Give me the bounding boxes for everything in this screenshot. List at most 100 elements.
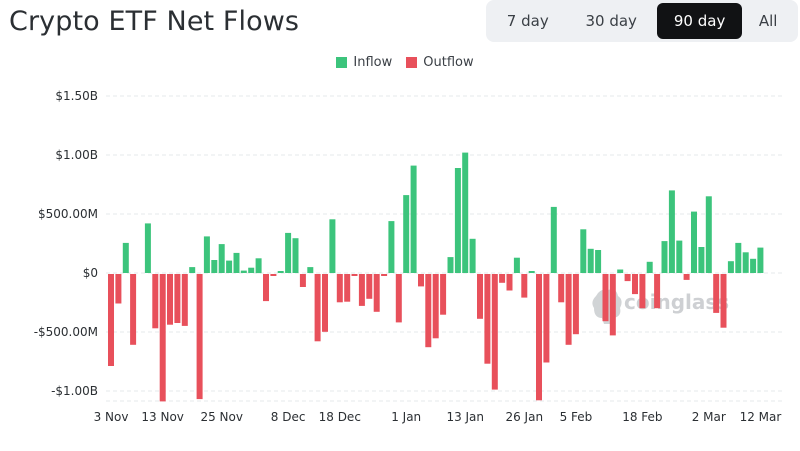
x-tick-label: 5 Feb [560, 410, 593, 424]
inflow-bar[interactable] [248, 267, 255, 273]
outflow-bar[interactable] [432, 274, 439, 339]
outflow-bar[interactable] [543, 274, 550, 363]
outflow-bar[interactable] [565, 274, 572, 345]
x-tick-label: 12 Mar [740, 410, 782, 424]
inflow-bar[interactable] [617, 269, 624, 274]
inflow-bar[interactable] [454, 168, 461, 273]
outflow-bar[interactable] [159, 274, 166, 402]
inflow-bar[interactable] [661, 241, 668, 273]
inflow-bar[interactable] [742, 252, 749, 273]
inflow-bar[interactable] [388, 221, 395, 273]
inflow-bar[interactable] [676, 240, 683, 273]
inflow-bar[interactable] [203, 236, 210, 273]
outflow-bar[interactable] [196, 274, 203, 400]
inflow-bar[interactable] [144, 223, 151, 273]
inflow-bar[interactable] [329, 219, 336, 273]
outflow-bar[interactable] [683, 274, 690, 280]
outflow-bar[interactable] [358, 274, 365, 306]
outflow-bar[interactable] [425, 274, 432, 348]
inflow-bar[interactable] [750, 258, 757, 273]
outflow-bar[interactable] [639, 274, 646, 309]
outflow-bar[interactable] [381, 274, 388, 276]
outflow-bar[interactable] [263, 274, 269, 302]
inflow-bar[interactable] [698, 247, 705, 273]
inflow-bar[interactable] [122, 242, 129, 273]
inflow-bar[interactable] [691, 211, 697, 273]
inflow-bar[interactable] [277, 271, 284, 273]
inflow-bar[interactable] [595, 250, 602, 273]
outflow-bar[interactable] [499, 274, 506, 283]
inflow-bar[interactable] [580, 229, 587, 273]
outflow-bar[interactable] [720, 274, 727, 328]
outflow-bar[interactable] [418, 274, 424, 287]
inflow-bar[interactable] [410, 165, 417, 273]
inflow-bar[interactable] [292, 238, 299, 273]
inflow-bar[interactable] [403, 195, 410, 273]
outflow-bar[interactable] [174, 274, 181, 323]
outflow-bar[interactable] [609, 274, 616, 336]
inflow-bar[interactable] [550, 206, 557, 273]
inflow-bar[interactable] [735, 242, 742, 273]
inflow-bar[interactable] [727, 261, 734, 273]
outflow-bar[interactable] [152, 274, 159, 329]
outflow-bar[interactable] [351, 274, 358, 276]
outflow-bar[interactable] [167, 274, 173, 325]
outflow-bar[interactable] [491, 274, 498, 390]
outflow-bar[interactable] [115, 274, 122, 304]
outflow-bar[interactable] [322, 274, 328, 332]
outflow-bar[interactable] [506, 274, 513, 291]
outflow-bar[interactable] [336, 274, 343, 303]
outflow-bar[interactable] [632, 274, 638, 295]
outflow-bar[interactable] [130, 274, 137, 345]
outflow-bar[interactable] [373, 274, 380, 312]
outflow-bar[interactable] [395, 274, 402, 323]
inflow-bar[interactable] [587, 248, 594, 273]
inflow-bar[interactable] [233, 252, 240, 273]
inflow-bar[interactable] [307, 267, 314, 273]
inflow-bar[interactable] [240, 270, 247, 273]
range-90-day-button[interactable]: 90 day [656, 3, 743, 39]
inflow-swatch-icon [336, 57, 348, 68]
inflow-bar[interactable] [705, 196, 712, 273]
outflow-bar[interactable] [108, 274, 114, 366]
outflow-bar[interactable] [558, 274, 565, 303]
outflow-bar[interactable] [181, 274, 188, 326]
inflow-bar[interactable] [218, 244, 225, 273]
inflow-bar[interactable] [462, 152, 469, 273]
inflow-bar[interactable] [189, 267, 196, 273]
outflow-bar[interactable] [477, 274, 483, 319]
inflow-bar[interactable] [469, 238, 476, 273]
outflow-bar[interactable] [270, 274, 277, 276]
inflow-bar[interactable] [646, 261, 653, 273]
inflow-bar[interactable] [255, 258, 262, 274]
range-30-day-button[interactable]: 30 day [585, 12, 637, 30]
outflow-bar[interactable] [314, 274, 321, 342]
inflow-bar[interactable] [211, 260, 218, 273]
outflow-bar[interactable] [624, 274, 631, 282]
outflow-bar[interactable] [713, 274, 720, 313]
outflow-bar[interactable] [654, 274, 661, 309]
outflow-bar[interactable] [521, 274, 528, 298]
outflow-bar[interactable] [440, 274, 447, 315]
inflow-bar[interactable] [447, 257, 454, 273]
outflow-bar[interactable] [572, 274, 579, 335]
inflow-bar[interactable] [226, 260, 233, 273]
legend-item-inflow[interactable]: Inflow [336, 55, 392, 70]
x-tick-label: 8 Dec [271, 410, 306, 424]
inflow-bar[interactable] [285, 232, 292, 273]
outflow-bar[interactable] [536, 274, 542, 401]
inflow-bar[interactable] [668, 190, 675, 273]
x-tick-label: 13 Jan [446, 410, 484, 424]
inflow-bar[interactable] [528, 271, 535, 273]
outflow-bar[interactable] [344, 274, 351, 302]
range-7-day-button[interactable]: 7 day [506, 12, 549, 30]
outflow-bar[interactable] [366, 274, 373, 299]
range-all-button[interactable]: All [758, 12, 778, 30]
legend-item-outflow[interactable]: Outflow [406, 55, 474, 70]
inflow-bar[interactable] [757, 247, 764, 273]
outflow-bar[interactable] [484, 274, 491, 364]
inflow-bar[interactable] [513, 257, 520, 273]
outflow-bar[interactable] [299, 274, 306, 287]
outflow-bar[interactable] [602, 274, 609, 322]
